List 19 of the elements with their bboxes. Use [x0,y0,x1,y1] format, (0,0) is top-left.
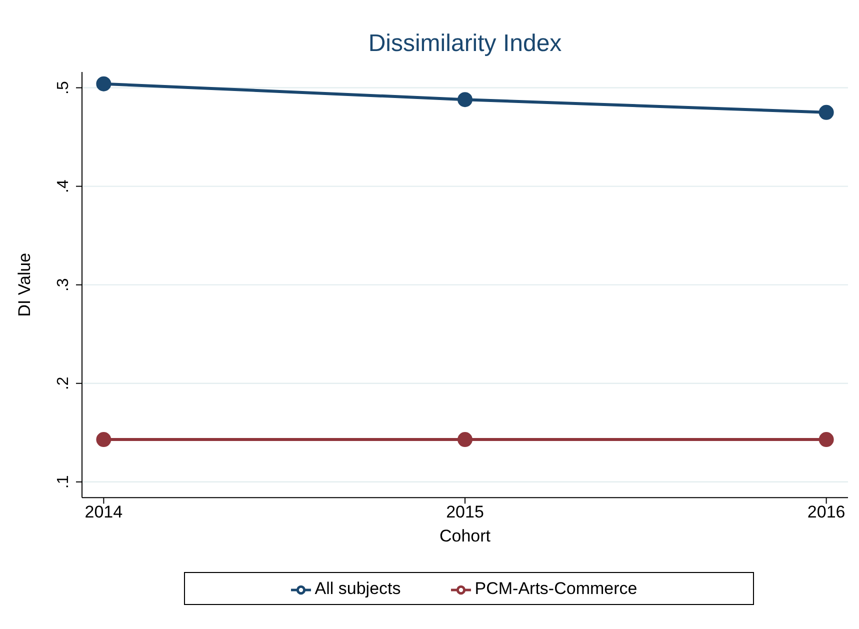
point [458,92,472,108]
y-tick-label: .3 [55,278,72,292]
point [96,76,112,92]
point [458,432,472,448]
x-tick-label: 2014 [84,502,123,522]
y-axis-title: DI Value [15,252,34,317]
y-tick-label: .4 [55,180,72,193]
x-tick-label: 2015 [446,502,484,522]
point [818,104,834,120]
x-axis-title: Cohort [439,526,491,546]
point [818,432,834,448]
y-tick-label: .1 [55,475,72,489]
y-tick-label: .2 [55,376,72,390]
y-tick-label: .5 [55,80,72,94]
chart-title: Dissimilarity Index [367,30,563,58]
legend-label: PCM-Arts-Commerce [474,578,638,598]
legend-label: All subjects [314,578,401,598]
point [96,432,112,448]
x-tick-label: 2016 [807,502,846,522]
